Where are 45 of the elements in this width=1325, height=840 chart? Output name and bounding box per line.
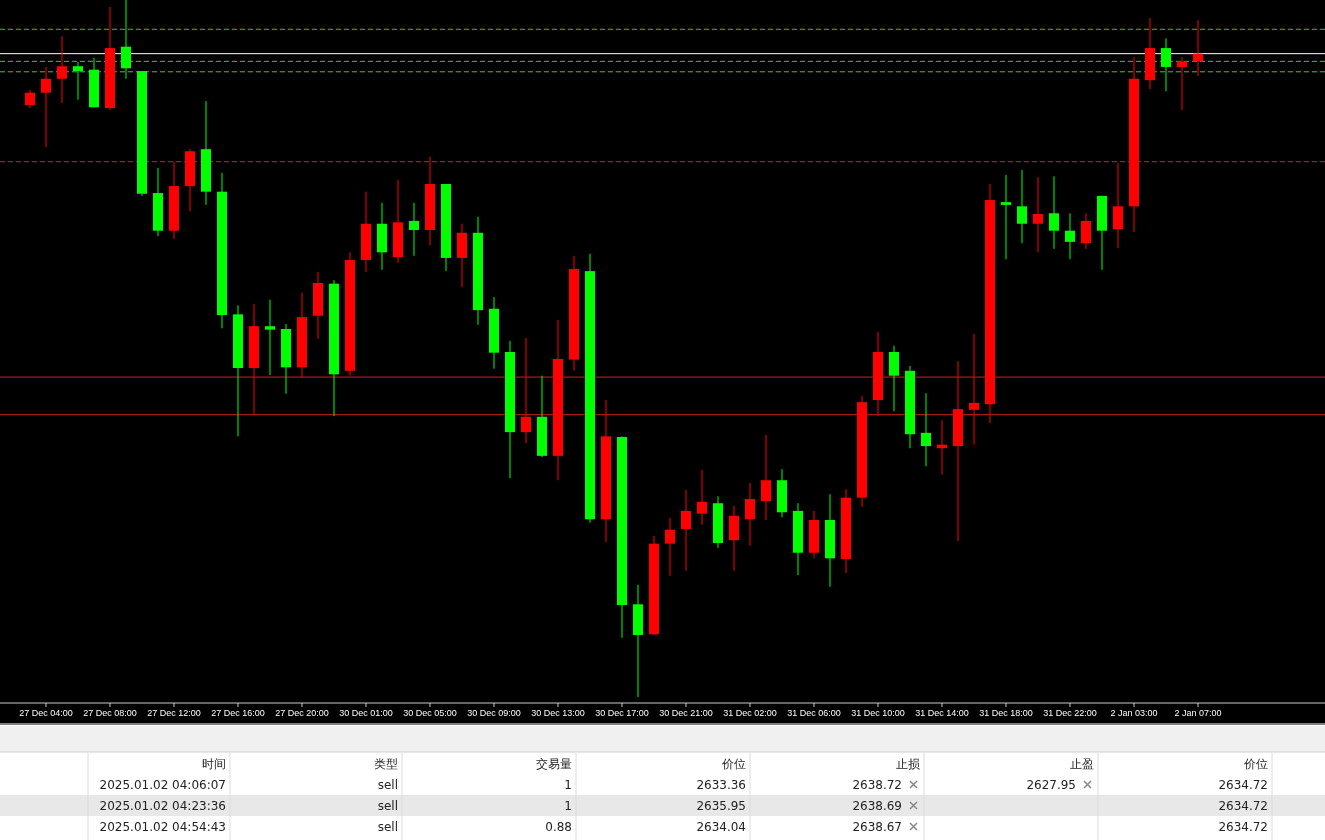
text: 2025.01.02 04:06:07 [99, 778, 226, 792]
text: 2638.67 [852, 820, 902, 834]
text: 2634.72 [1218, 778, 1268, 792]
x-tick-label: 27 Dec 20:00 [275, 708, 329, 718]
text: sell [377, 820, 398, 834]
text: 2627.95 [1026, 778, 1076, 792]
x-tick-label: 27 Dec 08:00 [83, 708, 137, 718]
x-tick-label: 27 Dec 12:00 [147, 708, 201, 718]
text: 2634.04 [696, 820, 746, 834]
x-tick-label: 27 Dec 04:00 [19, 708, 73, 718]
x-tick-label: 2 Jan 03:00 [1110, 708, 1158, 718]
x-tick-label: 31 Dec 06:00 [787, 708, 841, 718]
text: 0.88 [545, 820, 572, 834]
text: 1 [564, 778, 572, 792]
x-tick-label: 30 Dec 05:00 [403, 708, 457, 718]
x-tick-label: 30 Dec 09:00 [467, 708, 521, 718]
text: 2634.72 [1218, 820, 1268, 834]
x-tick-label: 27 Dec 16:00 [211, 708, 265, 718]
text: 2025.01.02 04:23:36 [99, 799, 226, 813]
x-tick-label: 31 Dec 02:00 [723, 708, 777, 718]
text: 2634.72 [1218, 799, 1268, 813]
text: 2633.36 [696, 778, 746, 792]
category-label: 价位 [1243, 757, 1268, 771]
category-label: 时间 [202, 757, 226, 771]
text: sell [377, 778, 398, 792]
category-label: 价位 [721, 757, 746, 771]
text: 2638.72 [852, 778, 902, 792]
text: 2635.95 [696, 799, 746, 813]
x-tick-label: 31 Dec 18:00 [979, 708, 1033, 718]
text: sell [377, 799, 398, 813]
x-tick-label: 30 Dec 21:00 [659, 708, 713, 718]
x-tick-label: 30 Dec 17:00 [595, 708, 649, 718]
category-label: 交易量 [536, 757, 572, 771]
text: 1 [564, 799, 572, 813]
category-label: 类型 [374, 757, 398, 771]
x-tick-label: 30 Dec 13:00 [531, 708, 585, 718]
x-tick-label: 31 Dec 22:00 [1043, 708, 1097, 718]
text: 2638.69 [852, 799, 902, 813]
text: 2025.01.02 04:54:43 [99, 820, 226, 834]
x-tick-label: 2 Jan 07:00 [1174, 708, 1222, 718]
category-label: 止盈 [1070, 757, 1094, 771]
x-tick-label: 30 Dec 01:00 [339, 708, 393, 718]
category-label: 止损 [896, 757, 920, 771]
x-tick-label: 31 Dec 14:00 [915, 708, 969, 718]
x-tick-label: 31 Dec 10:00 [851, 708, 905, 718]
